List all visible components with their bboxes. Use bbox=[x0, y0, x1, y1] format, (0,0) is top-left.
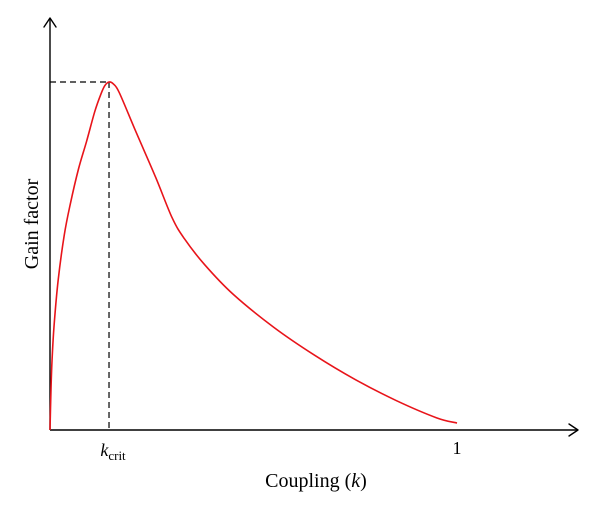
axis-labels: Coupling (k)Gain factor bbox=[21, 178, 367, 492]
x-axis-label-close: ) bbox=[360, 470, 367, 492]
x-axis-label-variable: k bbox=[351, 470, 361, 492]
x-axis-arrow-icon bbox=[568, 423, 579, 437]
x-tick-labels: kcrit 1 bbox=[100, 438, 461, 463]
gain-curve-line bbox=[49, 81, 458, 431]
critical-guides bbox=[50, 81, 110, 430]
x-tick-kcrit-subscript: crit bbox=[108, 448, 126, 463]
series-layer bbox=[49, 81, 458, 431]
x-tick-label-one: 1 bbox=[453, 438, 462, 458]
x-tick-label-kcrit: kcrit bbox=[100, 440, 126, 463]
y-axis-arrow-icon bbox=[43, 17, 57, 28]
x-axis-label: Coupling (k) bbox=[265, 470, 367, 492]
axes bbox=[43, 17, 579, 437]
y-axis-label: Gain factor bbox=[21, 178, 43, 269]
x-tick-kcrit-base: k bbox=[100, 440, 109, 460]
x-axis-label-main: Coupling ( bbox=[265, 470, 351, 492]
